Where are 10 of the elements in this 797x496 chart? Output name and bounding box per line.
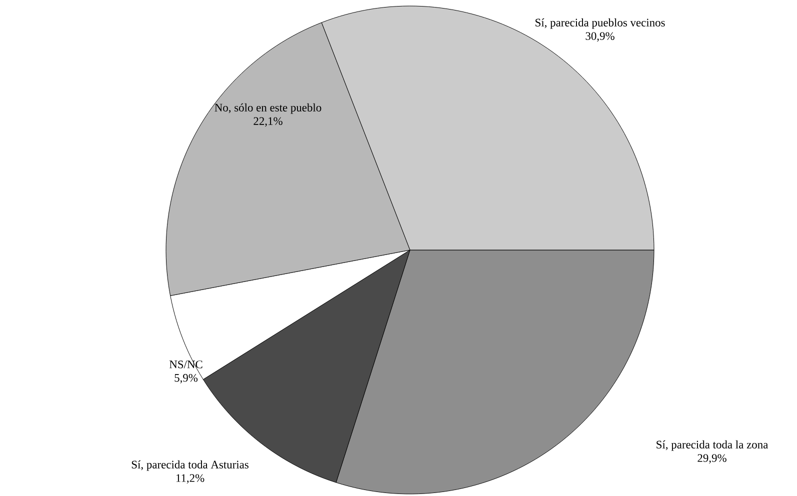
data-label: 5,9%	[174, 374, 198, 384]
data-label: 22,1%	[254, 117, 282, 127]
slice-label: Sí, parecida toda Asturias	[132, 460, 248, 471]
slice-label: Sí, parecida toda la zona	[656, 440, 768, 451]
data-label: 29,9%	[698, 454, 726, 464]
slice-label: Sí, parecida pueblos vecinos	[536, 18, 665, 29]
slice-label: NS/NC	[169, 360, 202, 368]
data-label: 11,2%	[176, 474, 204, 484]
slice-label: No, sólo en este pueblo	[214, 103, 322, 114]
data-label: 30,9%	[586, 32, 614, 42]
